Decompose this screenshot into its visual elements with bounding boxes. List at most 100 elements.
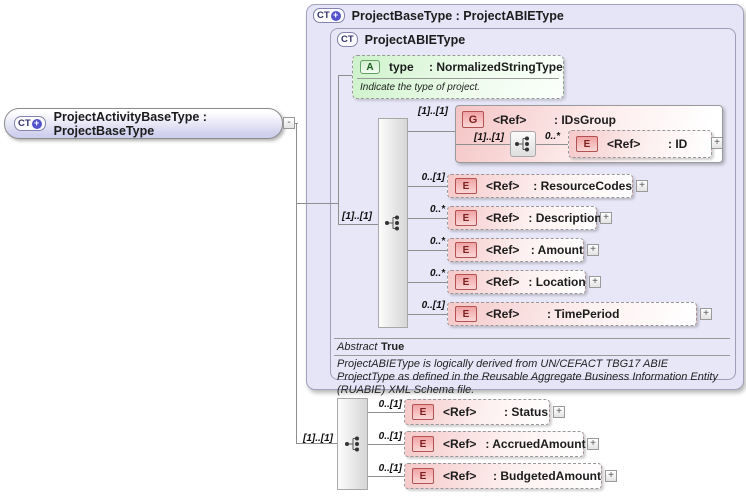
complex-type-badge: CT + <box>14 116 46 131</box>
base-type-header[interactable]: CT + ProjectBaseType : ProjectABIEType <box>313 8 564 23</box>
collapse-button[interactable]: - <box>283 117 295 129</box>
cardinality-label: [1]..[1] <box>342 211 372 222</box>
element-badge: E <box>576 136 598 152</box>
cardinality-label: 0..[1] <box>421 172 445 183</box>
sequence-indicator[interactable] <box>337 398 368 490</box>
element-node-location[interactable]: E <Ref> : Location <box>447 270 586 294</box>
connector-line <box>296 203 338 204</box>
element-badge: E <box>412 436 434 452</box>
element-node-budgetedamount[interactable]: E <Ref> : BudgetedAmount <box>404 463 602 489</box>
element-ref: <Ref> <box>486 307 520 321</box>
element-name: : ResourceCodes <box>533 179 632 193</box>
sequence-icon <box>515 136 529 152</box>
derived-plus-icon: + <box>31 118 42 129</box>
element-badge: E <box>412 404 434 420</box>
connector-line <box>408 186 447 187</box>
attribute-type: : NormalizedStringType <box>429 60 563 74</box>
cardinality-label: 0..* <box>429 236 445 247</box>
element-name: : Location <box>528 275 586 289</box>
connector-line <box>408 250 447 251</box>
divider <box>357 78 559 79</box>
cardinality-label: 0..[1] <box>378 431 402 442</box>
expand-button[interactable]: + <box>711 137 723 149</box>
cardinality-label: [1]..[1] <box>303 433 333 444</box>
element-ref: <Ref> <box>443 469 477 483</box>
connector-line <box>338 75 352 76</box>
element-ref: <Ref> <box>443 437 477 451</box>
sequence-indicator[interactable] <box>510 131 536 157</box>
connector-line <box>338 75 339 225</box>
expand-button[interactable]: + <box>636 180 648 192</box>
connector-line <box>408 282 447 283</box>
connector-line <box>456 144 510 145</box>
expand-button[interactable]: + <box>600 212 612 224</box>
element-badge: E <box>455 178 477 194</box>
element-node-timeperiod[interactable]: E <Ref> : TimePeriod <box>447 302 697 326</box>
expand-button[interactable]: + <box>589 276 601 288</box>
expand-button[interactable]: + <box>605 470 617 482</box>
sequence-indicator[interactable] <box>378 118 408 328</box>
badge-label: CT <box>341 34 354 45</box>
element-name: : TimePeriod <box>547 307 620 321</box>
element-name: : Amount <box>530 243 583 257</box>
element-node-id[interactable]: E <Ref> : ID <box>568 130 712 158</box>
element-badge: E <box>455 210 477 226</box>
complex-type-badge: CT <box>337 32 358 47</box>
connector-line <box>536 144 568 145</box>
abstract-value: True <box>381 341 405 353</box>
divider <box>334 338 730 339</box>
abstract-label: Abstract <box>337 341 378 353</box>
expand-button[interactable]: + <box>553 406 565 418</box>
cardinality-label: [1]..[1] <box>474 132 504 143</box>
cardinality-label: 0..* <box>429 204 445 215</box>
connector-line <box>296 123 297 444</box>
element-node-amount[interactable]: E <Ref> : Amount <box>447 238 584 262</box>
cardinality-label: 0..[1] <box>378 463 402 474</box>
abie-type-header[interactable]: CT ProjectABIEType <box>337 32 465 47</box>
sequence-icon <box>344 436 359 452</box>
group-name: : IDsGroup <box>554 112 616 127</box>
element-name: : BudgetedAmount <box>493 469 601 483</box>
element-badge: E <box>455 242 477 258</box>
element-ref: <Ref> <box>486 179 520 193</box>
attribute-node-type[interactable]: A type : NormalizedStringType Indicate t… <box>352 55 564 99</box>
attribute-doc: Indicate the type of project. <box>360 82 481 93</box>
badge-label: CT <box>317 10 330 21</box>
root-type-title: ProjectActivityBaseType : ProjectBaseTyp… <box>53 109 207 138</box>
connector-line <box>338 224 378 225</box>
badge-label: CT <box>18 118 31 129</box>
connector-line <box>408 131 455 132</box>
attribute-name: type <box>389 60 414 74</box>
element-node-resourcecodes[interactable]: E <Ref> : ResourceCodes <box>447 174 633 198</box>
element-badge: E <box>455 306 477 322</box>
element-node-accruedamount[interactable]: E <Ref> : AccruedAmount <box>404 431 586 457</box>
element-ref: <Ref> <box>486 243 520 257</box>
element-ref: <Ref> <box>486 275 520 289</box>
derived-plus-icon: + <box>330 10 341 21</box>
connector-line <box>368 412 404 413</box>
cardinality-label: [1]..[1] <box>418 106 448 117</box>
element-node-status[interactable]: E <Ref> : Status <box>404 399 550 425</box>
element-ref: <Ref> <box>443 405 477 419</box>
root-type-node[interactable]: CT + ProjectActivityBaseType : ProjectBas… <box>4 108 283 139</box>
element-badge: E <box>455 274 477 290</box>
complex-type-badge: CT + <box>313 8 345 23</box>
attribute-badge: A <box>360 60 380 74</box>
element-node-description[interactable]: E <Ref> : Description <box>447 206 602 230</box>
connector-line <box>368 444 404 445</box>
element-name: : Description <box>528 211 602 225</box>
element-ref: <Ref> <box>607 137 641 151</box>
connector-line <box>296 443 337 444</box>
expand-button[interactable]: + <box>700 308 712 320</box>
expand-button[interactable]: + <box>587 244 599 256</box>
element-name: : Status <box>504 405 549 419</box>
group-node-idsgroup[interactable]: G <Ref> : IDsGroup [1]..[1] 0..* E <Ref>… <box>455 105 723 163</box>
cardinality-label: 0..[1] <box>378 399 402 410</box>
element-name: : AccruedAmount <box>485 437 586 451</box>
expand-button[interactable]: + <box>587 438 599 450</box>
element-name: : ID <box>668 137 688 151</box>
base-type-title: ProjectBaseType : ProjectABIEType <box>351 8 564 23</box>
sequence-icon <box>385 215 399 231</box>
abie-type-title: ProjectABIEType <box>364 32 466 47</box>
